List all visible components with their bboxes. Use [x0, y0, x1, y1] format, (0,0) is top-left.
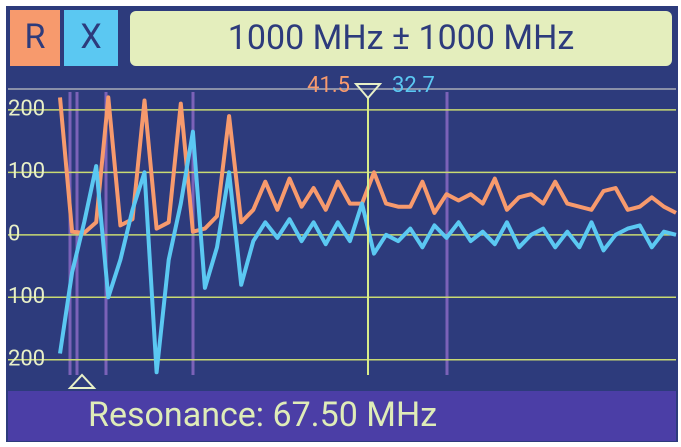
r-button[interactable] — [10, 10, 60, 66]
y-tick-label: 200 — [8, 347, 45, 372]
x-button-label[interactable]: X — [80, 17, 101, 57]
header: R X 1000 MHz ± 1000 MHz — [10, 10, 672, 66]
marker-triangle — [353, 83, 383, 100]
marker-x-value: 32.7 — [392, 73, 435, 98]
y-tick-label: 0 — [8, 222, 20, 247]
resonance-label: Resonance: 67.50 MHz — [88, 395, 437, 435]
plot-border — [8, 88, 676, 90]
x-button[interactable] — [64, 10, 118, 66]
y-tick-label: 100 — [8, 159, 45, 184]
y-tick-label: 200 — [8, 97, 45, 122]
screen-background — [6, 6, 678, 442]
resonance-triangle — [67, 373, 97, 389]
r-button-label[interactable]: R — [25, 17, 46, 57]
grid: 200 100 0 100 200 — [8, 97, 676, 372]
y-tick-label: 100 — [8, 284, 45, 309]
range-label[interactable]: 1000 MHz ± 1000 MHz — [228, 18, 574, 58]
range-box[interactable] — [130, 11, 672, 66]
marker-r-value: 41.5 — [307, 73, 350, 98]
footer-bar — [8, 391, 676, 441]
